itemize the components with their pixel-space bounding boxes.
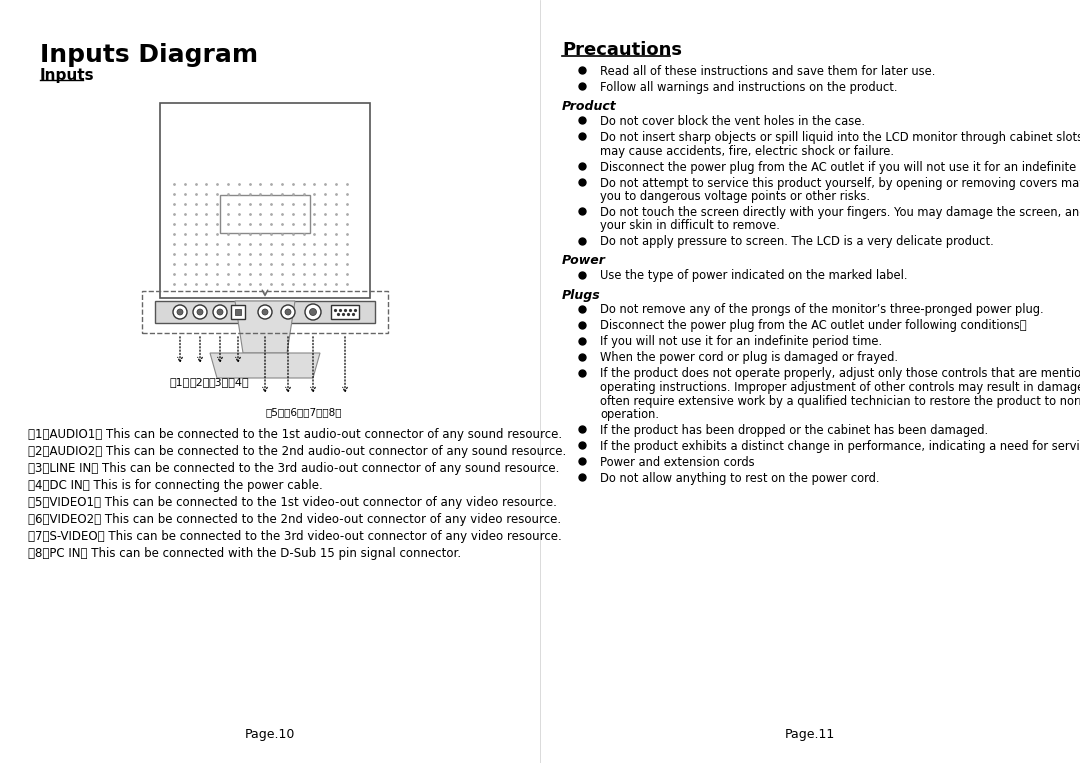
- Text: 【1】: 【1】: [170, 377, 190, 387]
- Text: Do not insert sharp objects or spill liquid into the LCD monitor through cabinet: Do not insert sharp objects or spill liq…: [600, 131, 1080, 144]
- Circle shape: [217, 309, 222, 315]
- Circle shape: [213, 305, 227, 319]
- Text: Product: Product: [562, 100, 617, 113]
- Circle shape: [285, 309, 291, 315]
- Polygon shape: [235, 301, 295, 353]
- Text: Inputs Diagram: Inputs Diagram: [40, 43, 258, 67]
- Text: Power and extension cords: Power and extension cords: [600, 456, 755, 469]
- Text: Do not touch the screen directly with your fingers. You may damage the screen, a: Do not touch the screen directly with yo…: [600, 206, 1080, 219]
- Text: 【3】【4】: 【3】【4】: [208, 377, 249, 387]
- Text: Plugs: Plugs: [562, 288, 600, 301]
- Circle shape: [177, 309, 183, 315]
- Circle shape: [197, 309, 203, 315]
- Text: When the power cord or plug is damaged or frayed.: When the power cord or plug is damaged o…: [600, 352, 897, 365]
- Text: operation.: operation.: [600, 408, 659, 421]
- Text: Do not remove any of the prongs of the monitor’s three-pronged power plug.: Do not remove any of the prongs of the m…: [600, 304, 1043, 317]
- Text: 【6】VIDEO2： This can be connected to the 2nd video-out connector of any video res: 【6】VIDEO2： This can be connected to the …: [28, 513, 562, 526]
- Text: you to dangerous voltage points or other risks.: you to dangerous voltage points or other…: [600, 190, 870, 203]
- Text: 【1】AUDIO1： This can be connected to the 1st audio-out connector of any sound res: 【1】AUDIO1： This can be connected to the …: [28, 428, 562, 441]
- Text: Page.11: Page.11: [785, 728, 835, 741]
- Text: Do not apply pressure to screen. The LCD is a very delicate product.: Do not apply pressure to screen. The LCD…: [600, 236, 994, 249]
- Circle shape: [173, 305, 187, 319]
- Text: often require extensive work by a qualified technician to restore the product to: often require extensive work by a qualif…: [600, 394, 1080, 407]
- Text: 【8】PC IN： This can be connected with the D-Sub 15 pin signal connector.: 【8】PC IN： This can be connected with the…: [28, 547, 461, 560]
- Text: may cause accidents, fire, electric shock or failure.: may cause accidents, fire, electric shoc…: [600, 144, 894, 157]
- Text: operating instructions. Improper adjustment of other controls may result in dama: operating instructions. Improper adjustm…: [600, 381, 1080, 394]
- Text: Page.10: Page.10: [245, 728, 295, 741]
- Text: 【4】DC IN： This is for connecting the power cable.: 【4】DC IN： This is for connecting the pow…: [28, 479, 323, 492]
- Text: Power: Power: [562, 255, 606, 268]
- Circle shape: [258, 305, 272, 319]
- Text: Disconnect the power plug from the AC outlet if you will not use it for an indef: Disconnect the power plug from the AC ou…: [600, 160, 1080, 173]
- Bar: [231, 305, 245, 319]
- Polygon shape: [210, 353, 320, 378]
- FancyBboxPatch shape: [220, 195, 310, 233]
- Circle shape: [281, 305, 295, 319]
- Text: If the product does not operate properly, adjust only those controls that are me: If the product does not operate properly…: [600, 368, 1080, 381]
- Text: Do not attempt to service this product yourself, by opening or removing covers m: Do not attempt to service this product y…: [600, 176, 1080, 189]
- Text: Do not allow anything to rest on the power cord.: Do not allow anything to rest on the pow…: [600, 472, 879, 485]
- Text: 【5】【6】【7】【8】: 【5】【6】【7】【8】: [265, 407, 341, 417]
- Text: your skin in difficult to remove.: your skin in difficult to remove.: [600, 220, 780, 233]
- Circle shape: [305, 304, 321, 320]
- Text: If you will not use it for an indefinite period time.: If you will not use it for an indefinite…: [600, 336, 882, 349]
- Text: Precautions: Precautions: [562, 41, 681, 59]
- FancyBboxPatch shape: [160, 103, 370, 298]
- Bar: [235, 309, 241, 315]
- Text: Follow all warnings and instructions on the product.: Follow all warnings and instructions on …: [600, 81, 897, 94]
- Text: If the product exhibits a distinct change in performance, indicating a need for : If the product exhibits a distinct chang…: [600, 440, 1080, 453]
- Text: 【3】LINE IN： This can be connected to the 3rd audio-out connector of any sound re: 【3】LINE IN： This can be connected to the…: [28, 462, 559, 475]
- Text: 【7】S-VIDEO： This can be connected to the 3rd video-out connector of any video re: 【7】S-VIDEO： This can be connected to the…: [28, 530, 562, 543]
- Circle shape: [310, 308, 316, 315]
- Text: Disconnect the power plug from the AC outlet under following conditions：: Disconnect the power plug from the AC ou…: [600, 320, 1027, 333]
- Circle shape: [262, 309, 268, 315]
- Text: If the product has been dropped or the cabinet has been damaged.: If the product has been dropped or the c…: [600, 424, 988, 437]
- Text: Read all of these instructions and save them for later use.: Read all of these instructions and save …: [600, 65, 935, 78]
- FancyBboxPatch shape: [156, 301, 375, 323]
- Bar: [330, 305, 359, 319]
- Text: Use the type of power indicated on the marked label.: Use the type of power indicated on the m…: [600, 269, 907, 282]
- Text: 【5】VIDEO1： This can be connected to the 1st video-out connector of any video res: 【5】VIDEO1： This can be connected to the …: [28, 496, 557, 509]
- Circle shape: [193, 305, 207, 319]
- Text: 【2】AUDIO2： This can be connected to the 2nd audio-out connector of any sound res: 【2】AUDIO2： This can be connected to the …: [28, 445, 566, 458]
- Text: Inputs: Inputs: [40, 68, 95, 83]
- Text: Do not cover block the vent holes in the case.: Do not cover block the vent holes in the…: [600, 115, 865, 128]
- Text: 【2】: 【2】: [190, 377, 211, 387]
